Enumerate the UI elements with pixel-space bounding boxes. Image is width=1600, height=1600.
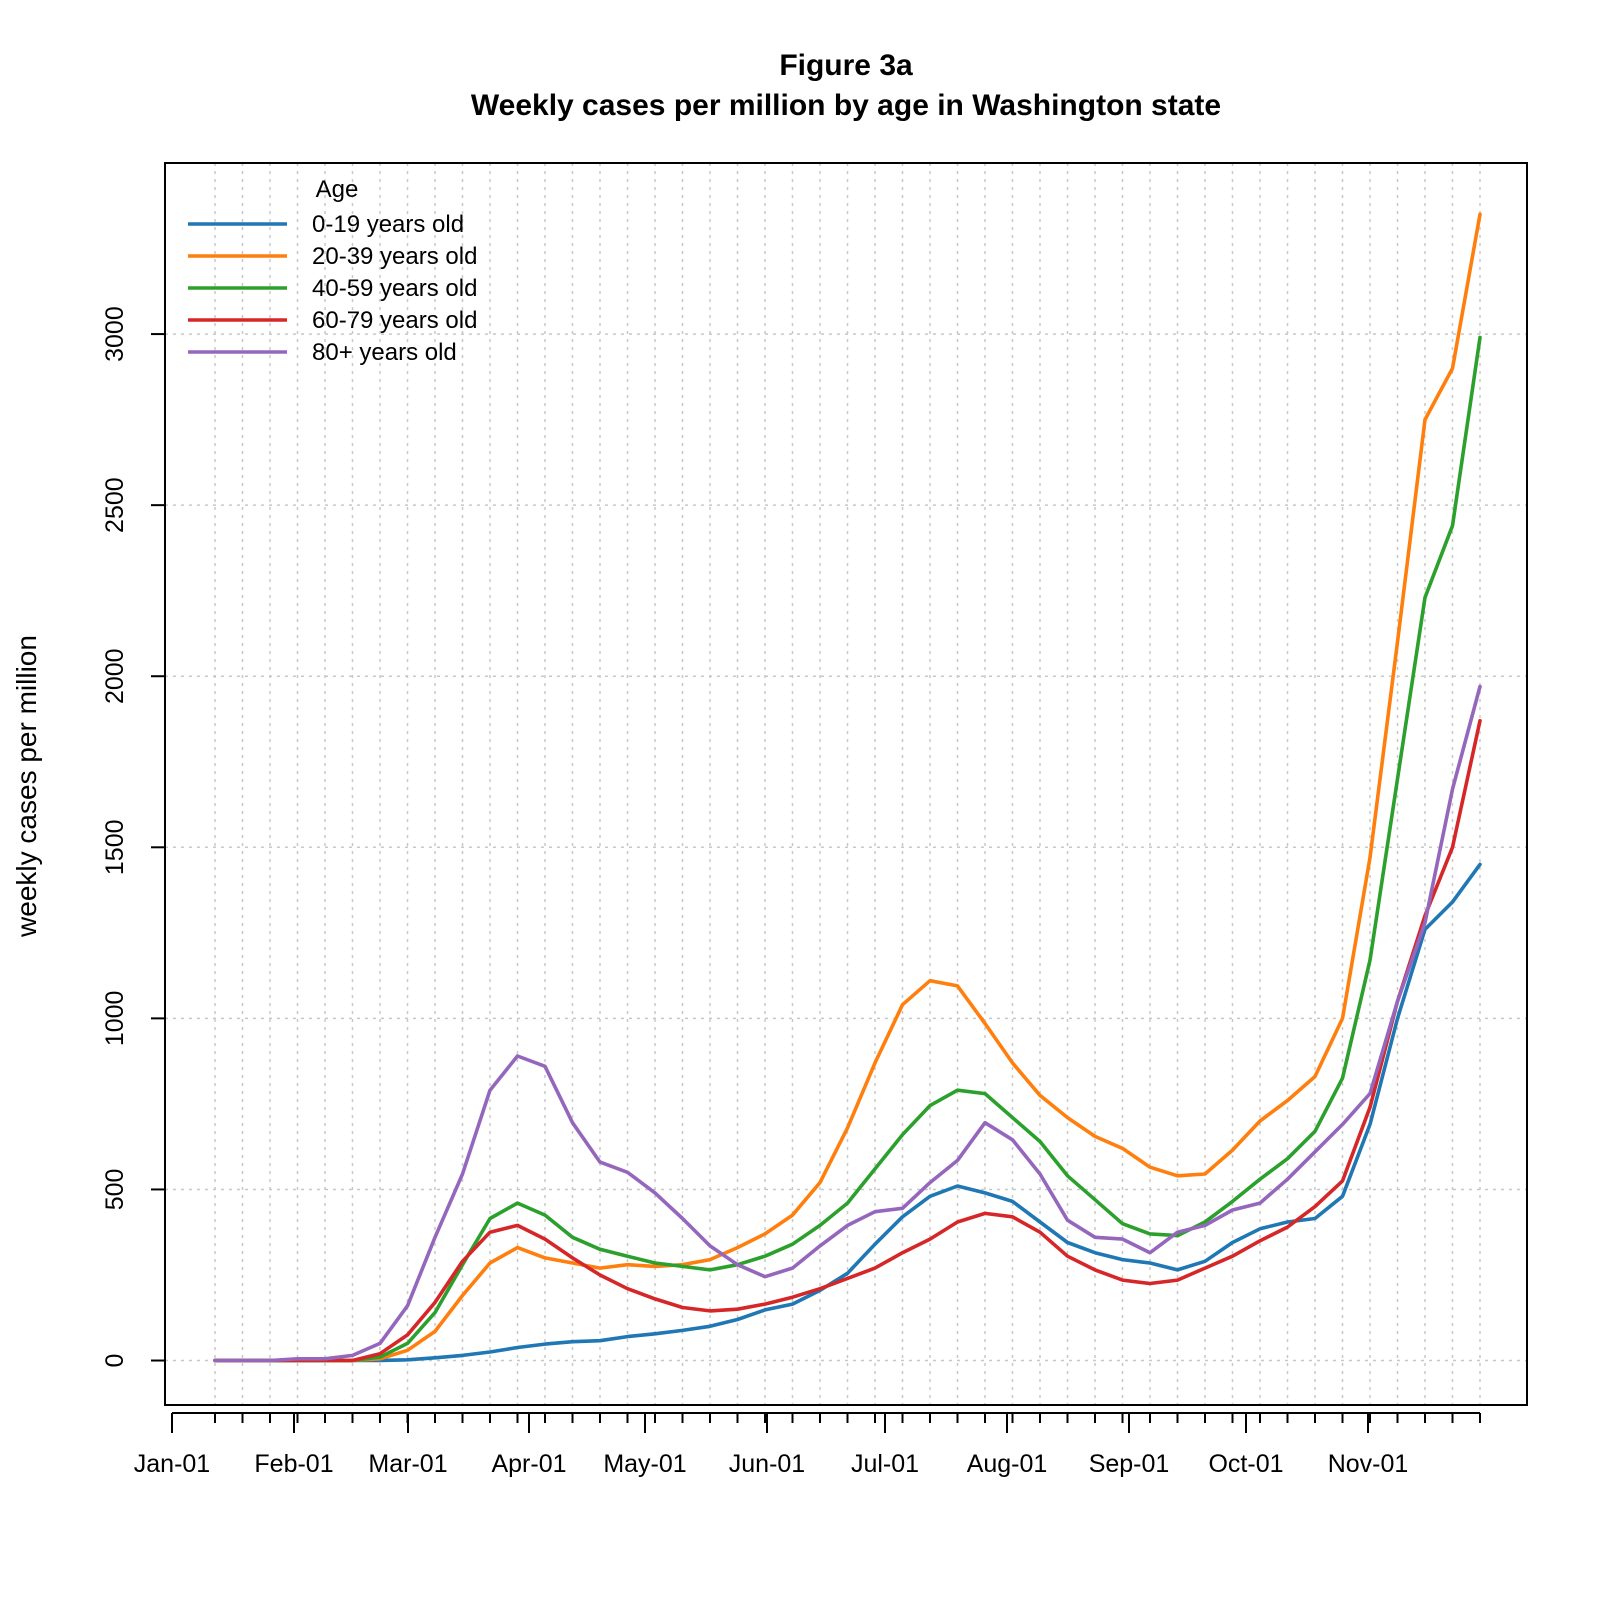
series-layer [213,212,1482,1363]
x-tick-label: May-01 [603,1450,686,1478]
series-line [213,335,1482,1363]
x-tick-label: Sep-01 [1089,1450,1170,1478]
series-line [213,862,1482,1363]
series-line [213,212,1482,1363]
x-tick-label: Feb-01 [254,1450,333,1478]
y-axis-label: weekly cases per million [11,635,42,938]
x-tick-label: Jan-01 [134,1450,210,1478]
plot-frame [164,162,1528,1406]
series-line [213,684,1482,1363]
y-tick-label: 1000 [101,991,129,1047]
y-tick-label: 1500 [101,819,129,875]
y-tick-label: 2000 [101,648,129,704]
chart-title: Figure 3a [779,49,913,82]
legend-title: Age [316,176,359,203]
x-tick-label: Apr-01 [491,1450,566,1478]
chart-subtitle: Weekly cases per million by age in Washi… [471,89,1221,122]
y-tick-label: 2500 [101,477,129,533]
legend-entry: 20-39 years old [312,243,477,270]
x-tick-label: Jun-01 [729,1450,805,1478]
y-axis: 0 500 1000 1500 2000 2500 3000 [101,306,165,1367]
y-tick-label: 500 [101,1169,129,1211]
legend-entry: 40-59 years old [312,275,477,302]
x-tick-label: Nov-01 [1328,1450,1409,1478]
legend-entry: 60-79 years old [312,307,477,334]
x-tick-label: Aug-01 [967,1450,1048,1478]
y-tick-label: 3000 [101,306,129,362]
x-tick-label: Mar-01 [368,1450,447,1478]
x-tick-label: Oct-01 [1208,1450,1283,1478]
y-tick-label: 0 [101,1354,129,1368]
series-line [213,718,1482,1363]
legend-entry: 0-19 years old [312,211,464,238]
x-tick-label: Jul-01 [851,1450,919,1478]
legend: Age 0-19 years old 20-39 years old 40-59 ye… [188,176,477,366]
legend-entry: 80+ years old [312,339,457,366]
x-axis: Jan-01 Feb-01 Mar-01 Apr-01 May-01 Jun-01 Jul-… [134,1412,1481,1478]
